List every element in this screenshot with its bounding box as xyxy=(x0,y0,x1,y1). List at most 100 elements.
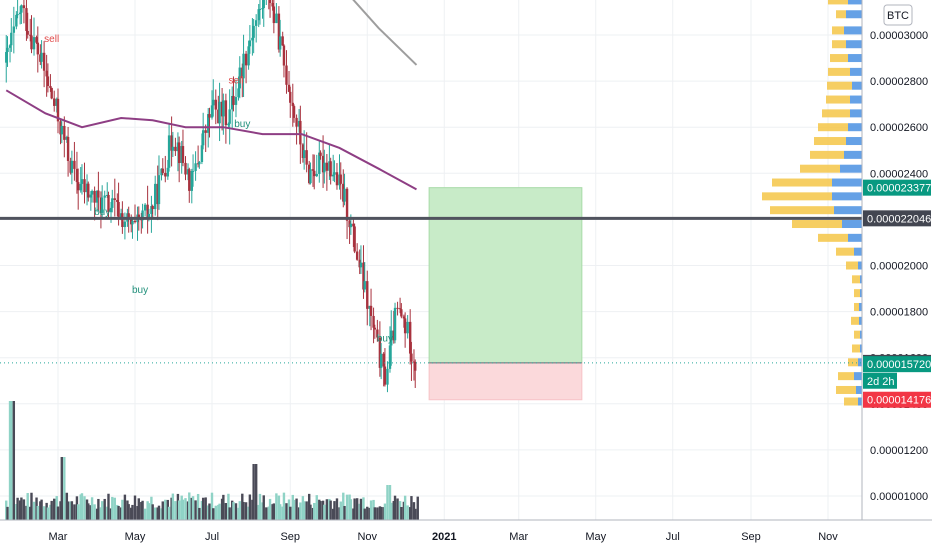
candle-body xyxy=(76,182,80,191)
candle-body xyxy=(247,46,250,66)
volume-profile-up xyxy=(848,123,862,132)
volume-bar xyxy=(87,503,90,520)
candle-body xyxy=(121,213,124,228)
volume-bar xyxy=(188,492,191,520)
candle-body xyxy=(106,194,109,196)
candle-body xyxy=(141,210,144,221)
volume-profile-up xyxy=(858,397,862,406)
candle-body xyxy=(191,170,195,172)
volume-bar xyxy=(194,500,197,520)
price-tick-label: 0.00003000 xyxy=(870,30,928,42)
volume-bar xyxy=(248,494,252,520)
candle-body xyxy=(157,175,161,205)
candle-body xyxy=(161,168,164,173)
volume-profile-down xyxy=(770,206,834,215)
candle-body xyxy=(366,281,369,309)
volume-bar xyxy=(282,492,286,520)
volume-bar xyxy=(307,493,311,520)
candle-body xyxy=(49,85,52,88)
time-axis[interactable]: Mar May Jul Sep Nov 2021 Mar May Jul Sep Nov xyxy=(0,519,932,543)
candle-body xyxy=(46,76,50,86)
volume-profile-up xyxy=(856,385,862,394)
candle-body xyxy=(109,207,113,213)
candle-body xyxy=(180,146,183,164)
candle-body xyxy=(5,51,8,63)
candle-body xyxy=(26,30,29,35)
volume-profile xyxy=(762,0,862,406)
volume-profile-down xyxy=(836,385,856,394)
candle-body xyxy=(150,206,153,214)
price-axis[interactable]: 0.00003000 0.00002800 0.00002600 0.00002400… xyxy=(861,0,932,520)
volume-profile-up xyxy=(846,10,862,19)
volume-bar xyxy=(238,501,241,520)
volume-profile-up xyxy=(850,95,862,104)
candle-body xyxy=(359,262,363,268)
volume-profile-up xyxy=(860,330,862,339)
price-tick-label: 0.00001000 xyxy=(870,491,928,503)
currency-badge[interactable]: BTC xyxy=(883,4,913,26)
volume-bar xyxy=(254,464,258,520)
volume-bar xyxy=(40,499,43,520)
volume-bar xyxy=(416,496,419,520)
volume-bar xyxy=(408,507,412,520)
candle-body xyxy=(345,188,349,221)
volume-bar xyxy=(55,496,58,520)
candle-body xyxy=(396,307,399,309)
volume-bar xyxy=(323,504,326,520)
volume-profile-up xyxy=(860,289,862,298)
volume-bar xyxy=(287,499,291,520)
volume-bar xyxy=(42,506,46,520)
volume-bar xyxy=(93,504,96,520)
volume-bar xyxy=(170,497,173,520)
candle-body xyxy=(146,204,149,219)
candle-body xyxy=(20,5,23,13)
candle-body xyxy=(325,162,329,171)
candle-body xyxy=(281,36,284,46)
candle-body xyxy=(382,353,385,367)
volume-bar xyxy=(376,507,379,520)
candle-body xyxy=(373,327,377,330)
candle-body xyxy=(171,146,175,151)
volume-bar xyxy=(53,498,56,520)
volume-bar xyxy=(382,507,385,520)
candle-body xyxy=(331,174,335,177)
volume-bar xyxy=(156,507,159,520)
candle-body xyxy=(252,25,255,38)
volume-bar xyxy=(16,497,19,520)
volume-bar xyxy=(275,493,278,520)
candle-body xyxy=(393,307,397,341)
volume-bar xyxy=(30,492,33,520)
candle-body xyxy=(208,114,211,118)
volume-bar xyxy=(167,506,171,520)
volume-bar xyxy=(90,497,94,520)
volume-profile-up xyxy=(848,233,862,242)
volume-bar xyxy=(285,503,288,520)
volume-bar xyxy=(247,506,250,520)
candle-body xyxy=(321,155,325,173)
volume-bar xyxy=(131,504,134,520)
candle-body xyxy=(386,368,389,385)
signal-label: sell xyxy=(228,75,243,86)
candle-body xyxy=(45,70,48,77)
volume-bar xyxy=(348,494,351,520)
volume-bar xyxy=(166,499,170,520)
volume-profile-up xyxy=(840,164,862,173)
volume-bar xyxy=(343,505,346,520)
volume-bar xyxy=(414,508,417,520)
horizontal-line[interactable] xyxy=(0,216,862,364)
volume-bar xyxy=(140,502,143,520)
volume-bar xyxy=(315,495,318,520)
volume-bar xyxy=(69,501,72,520)
candle-body xyxy=(307,164,311,184)
volume-bar xyxy=(278,504,282,520)
candle-body xyxy=(378,337,382,368)
volume-bar xyxy=(56,506,60,520)
candle-body xyxy=(268,0,272,3)
volume-bar xyxy=(309,504,312,520)
volume-bar xyxy=(66,501,70,520)
volume-bar xyxy=(50,500,53,520)
volume-profile-up xyxy=(846,40,862,49)
candle-body xyxy=(311,169,315,171)
volume-bar xyxy=(224,503,228,520)
